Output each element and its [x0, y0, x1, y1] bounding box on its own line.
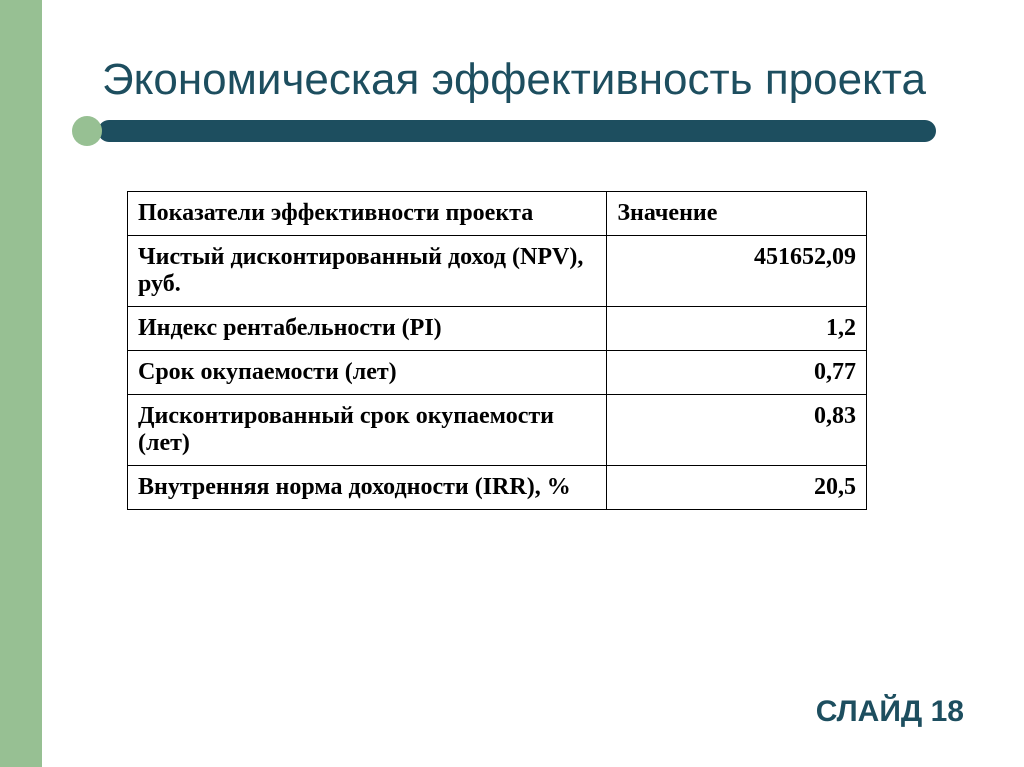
slide-footer: СЛАЙД 18	[816, 695, 964, 729]
slide-container: Экономическая эффективность проекта Пока…	[0, 0, 1024, 767]
left-accent-bar	[0, 0, 42, 767]
table-row: Срок окупаемости (лет) 0,77	[128, 350, 867, 394]
table-row: Внутренняя норма доходности (IRR), % 20,…	[128, 465, 867, 509]
row-label: Дисконтированный срок окупаемости (лет)	[128, 394, 607, 465]
row-label: Чистый дисконтированный доход (NPV), руб…	[128, 235, 607, 306]
row-value: 1,2	[607, 306, 867, 350]
row-label: Срок окупаемости (лет)	[128, 350, 607, 394]
table-row: Индекс рентабельности (PI) 1,2	[128, 306, 867, 350]
row-value: 451652,09	[607, 235, 867, 306]
content-area: Экономическая эффективность проекта Пока…	[42, 0, 1024, 767]
table-header-row: Показатели эффективности проекта Значени…	[128, 191, 867, 235]
underline-bullet-icon	[72, 116, 102, 146]
table-header-value: Значение	[607, 191, 867, 235]
title-underline	[72, 116, 964, 146]
underline-bar	[98, 120, 936, 142]
slide-title: Экономическая эффективность проекта	[102, 55, 964, 106]
table-header-label: Показатели эффективности проекта	[128, 191, 607, 235]
table-row: Чистый дисконтированный доход (NPV), руб…	[128, 235, 867, 306]
row-value: 0,83	[607, 394, 867, 465]
table-row: Дисконтированный срок окупаемости (лет) …	[128, 394, 867, 465]
row-label: Внутренняя норма доходности (IRR), %	[128, 465, 607, 509]
row-label: Индекс рентабельности (PI)	[128, 306, 607, 350]
row-value: 20,5	[607, 465, 867, 509]
row-value: 0,77	[607, 350, 867, 394]
efficiency-table: Показатели эффективности проекта Значени…	[127, 191, 867, 510]
